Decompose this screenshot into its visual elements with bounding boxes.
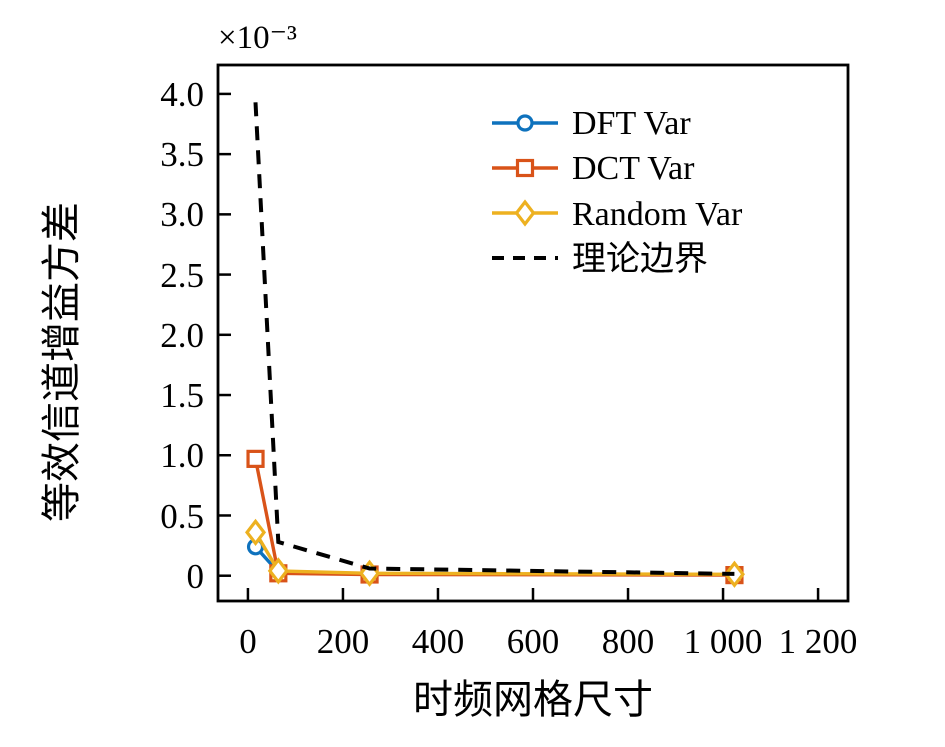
axes-layer <box>216 63 850 603</box>
y-tick-label-0: 0 <box>187 557 205 596</box>
random-marker-3 <box>723 560 745 588</box>
x-tick-label-800: 800 <box>602 622 655 661</box>
random-marker-1 <box>267 557 289 585</box>
y-axis-label: 等效信道增益方差 <box>39 202 84 522</box>
plot-box <box>216 63 850 603</box>
legend-label-dct-var: DCT Var <box>572 150 695 187</box>
x-tick-label-400: 400 <box>412 622 465 661</box>
legend-sample-marker-dft <box>516 114 534 132</box>
x-tick-label-200: 200 <box>317 622 370 661</box>
theory-line <box>253 102 735 576</box>
random-line <box>254 531 735 576</box>
y-tick-label-1-0: 1.0 <box>160 436 204 475</box>
y-tick-label-2-0: 2.0 <box>160 316 204 355</box>
random-marker-0 <box>245 518 267 546</box>
y-tick-label-0-5: 0.5 <box>160 497 204 536</box>
legend-sample-marker-dct <box>515 158 535 178</box>
x-tick-label-0: 0 <box>239 622 257 661</box>
legend-label-dft-var: DFT Var <box>572 105 691 142</box>
y-tick-label-3-0: 3.0 <box>160 195 204 234</box>
x-tick-label-1200: 1 200 <box>779 622 858 661</box>
dct-marker-0 <box>246 449 265 468</box>
x-tick-label-1000: 1 000 <box>684 622 763 661</box>
legend-sample-marker-random <box>514 199 536 227</box>
x-axis-label: 时频网格尺寸 <box>413 677 653 722</box>
legend-label-theory-bound: 理论边界 <box>572 240 708 278</box>
legend-label-random-var: Random Var <box>572 196 743 233</box>
y-tick-label-1-5: 1.5 <box>160 376 204 415</box>
y-tick-label-4-0: 4.0 <box>160 75 204 114</box>
legend-sample-layer <box>492 114 558 260</box>
y-tick-label-3-5: 3.5 <box>160 135 204 174</box>
y-axis-multiplier: ×10⁻³ <box>218 20 297 56</box>
y-tick-label-2-5: 2.5 <box>160 256 204 295</box>
x-tick-label-600: 600 <box>507 622 560 661</box>
series-layer <box>245 102 745 588</box>
